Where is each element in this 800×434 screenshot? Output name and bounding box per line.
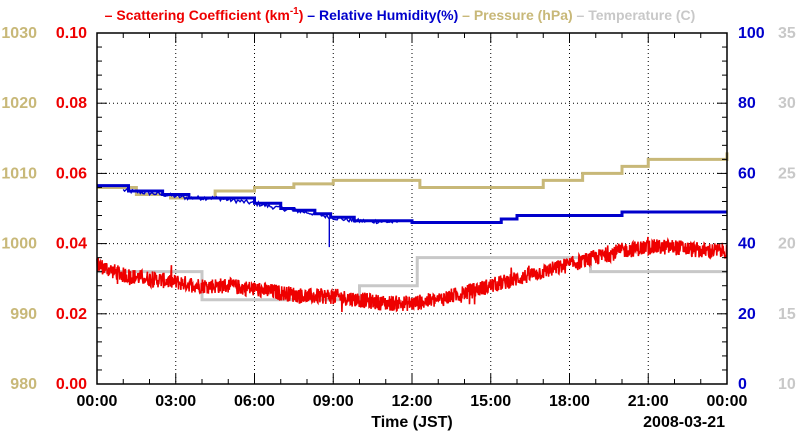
temperature-tick-label: 20 — [778, 236, 796, 253]
pressure-tick-label: 990 — [10, 306, 37, 323]
legend-marker: – — [303, 7, 319, 23]
x-tick-label: 00:00 — [707, 393, 748, 410]
temperature-tick-label: 10 — [778, 376, 796, 393]
legend-marker: – — [458, 7, 474, 23]
humidity-tick-label: 80 — [738, 95, 756, 112]
pressure-series-line — [97, 152, 729, 200]
scattering-tick-label: 0.00 — [56, 376, 87, 393]
x-tick-label: 06:00 — [234, 393, 275, 410]
humidity-tick-label: 60 — [738, 165, 756, 182]
legend: – Scattering Coefficient (km-1) – Relati… — [105, 6, 696, 23]
scattering-series-line — [96, 236, 728, 313]
legend-marker: – — [573, 7, 589, 23]
x-tick-label: 12:00 — [392, 393, 433, 410]
legend-label-scattering: Scattering Coefficient (km — [116, 7, 289, 23]
scattering-tick-label: 0.06 — [56, 165, 87, 182]
x-axis-label: Time (JST) — [371, 414, 453, 431]
legend-label: Relative Humidity(%) — [319, 7, 458, 23]
pressure-tick-label: 1000 — [1, 236, 37, 253]
scattering-tick-label: 0.02 — [56, 306, 87, 323]
x-tick-label: 15:00 — [470, 393, 511, 410]
legend-label: Temperature (C) — [588, 7, 695, 23]
legend-line: – Scattering Coefficient (km-1) – Relati… — [105, 6, 696, 23]
humidity-tick-label: 40 — [738, 236, 756, 253]
temperature-tick-label: 35 — [778, 25, 796, 42]
temperature-tick-label: 25 — [778, 165, 796, 182]
pressure-tick-label: 1030 — [1, 25, 37, 42]
x-tick-label: 21:00 — [628, 393, 669, 410]
legend-label: Pressure (hPa) — [474, 7, 573, 23]
humidity-tick-label: 0 — [738, 376, 747, 393]
scattering-tick-label: 0.08 — [56, 95, 87, 112]
legend-unit-suffix: ) — [299, 7, 304, 23]
humidity-series-line — [97, 184, 727, 225]
date-label: 2008-03-21 — [643, 414, 725, 431]
axes: 98099010001010102010300.000.020.040.060.… — [1, 25, 795, 410]
grid — [97, 33, 727, 384]
humidity-tick-label: 20 — [738, 306, 756, 323]
legend-marker: – — [105, 7, 117, 23]
scattering-tick-label: 0.04 — [56, 236, 87, 253]
pressure-tick-label: 1010 — [1, 165, 37, 182]
temperature-tick-label: 30 — [778, 95, 796, 112]
scattering-tick-label: 0.10 — [56, 25, 87, 42]
x-tick-label: 00:00 — [77, 393, 118, 410]
temperature-tick-label: 15 — [778, 306, 796, 323]
x-tick-label: 18:00 — [549, 393, 590, 410]
series-layer — [96, 152, 729, 313]
pressure-tick-label: 980 — [10, 376, 37, 393]
humidity-tick-label: 100 — [738, 25, 765, 42]
legend-unit-sup: -1 — [290, 6, 299, 17]
x-tick-label: 03:00 — [155, 393, 196, 410]
x-tick-label: 09:00 — [313, 393, 354, 410]
pressure-tick-label: 1020 — [1, 95, 37, 112]
